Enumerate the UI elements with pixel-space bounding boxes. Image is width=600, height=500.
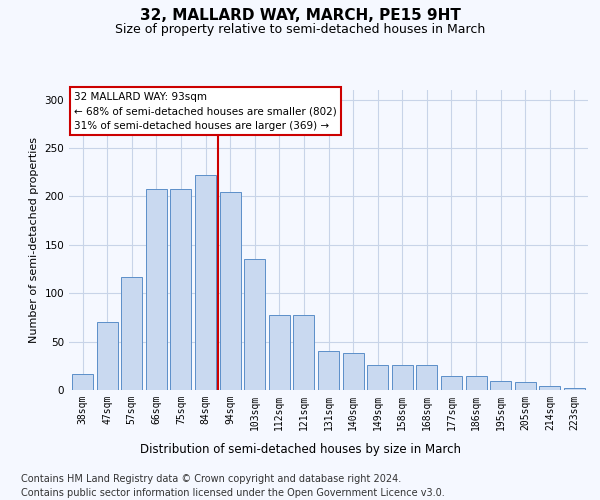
- Text: 32, MALLARD WAY, MARCH, PE15 9HT: 32, MALLARD WAY, MARCH, PE15 9HT: [140, 8, 460, 22]
- Bar: [121, 277, 142, 390]
- Bar: [220, 192, 241, 390]
- Bar: [97, 322, 118, 390]
- Text: Contains HM Land Registry data © Crown copyright and database right 2024.
Contai: Contains HM Land Registry data © Crown c…: [21, 474, 445, 498]
- Bar: [195, 175, 216, 390]
- Bar: [72, 374, 93, 390]
- Bar: [244, 260, 265, 390]
- Bar: [293, 314, 314, 390]
- Bar: [490, 382, 511, 390]
- Bar: [343, 353, 364, 390]
- Bar: [564, 388, 585, 390]
- Bar: [441, 376, 462, 390]
- Text: Distribution of semi-detached houses by size in March: Distribution of semi-detached houses by …: [139, 442, 461, 456]
- Text: 32 MALLARD WAY: 93sqm
← 68% of semi-detached houses are smaller (802)
31% of sem: 32 MALLARD WAY: 93sqm ← 68% of semi-deta…: [74, 92, 337, 131]
- Bar: [367, 365, 388, 390]
- Text: Size of property relative to semi-detached houses in March: Size of property relative to semi-detach…: [115, 22, 485, 36]
- Bar: [392, 365, 413, 390]
- Bar: [416, 365, 437, 390]
- Bar: [269, 314, 290, 390]
- Bar: [539, 386, 560, 390]
- Bar: [515, 382, 536, 390]
- Bar: [146, 188, 167, 390]
- Bar: [318, 352, 339, 390]
- Y-axis label: Number of semi-detached properties: Number of semi-detached properties: [29, 137, 39, 343]
- Bar: [170, 188, 191, 390]
- Bar: [466, 376, 487, 390]
